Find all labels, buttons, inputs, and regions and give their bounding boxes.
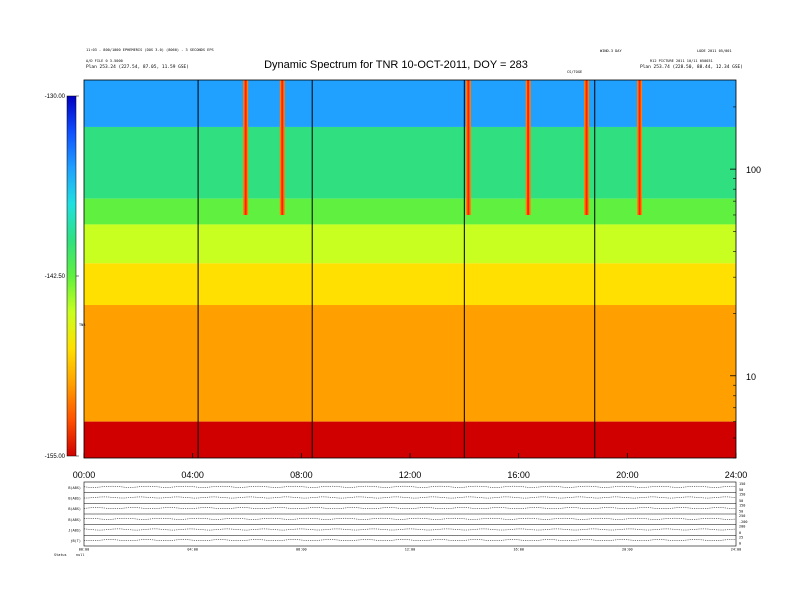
radio-burst-core [281, 80, 284, 215]
colorbar-tick-label: -130.00 [45, 94, 66, 100]
panel-x-tick-label: 00:00 [79, 548, 90, 552]
panel-right-tick: 0 [739, 531, 741, 535]
header-left-line1: 11:03 - 800/1000 EPHEMERIS (DOS 3.0) (80… [86, 48, 214, 52]
panel-right-tick: -200 [739, 520, 747, 524]
burst-marker-label: CS/TOGE [567, 70, 583, 74]
panel-x-tick-label: 04:00 [187, 548, 198, 552]
header-right-line2: LODE 2011 05/001 [697, 49, 732, 53]
panel-trace [83, 539, 737, 541]
footer-status-label: Status [54, 553, 67, 557]
data-gaps [197, 80, 596, 458]
radio-burst-core [527, 80, 530, 215]
spectrum-band [84, 126, 736, 199]
panel-x-tick-label: 16:00 [513, 548, 524, 552]
x-tick-label: 24:00 [725, 470, 748, 480]
x-tick-label: 20:00 [616, 470, 639, 480]
spectrum-band [84, 80, 736, 127]
panel-trace [83, 507, 737, 509]
radio-burst-core [585, 80, 588, 215]
panel-trace [83, 485, 737, 488]
header-left-line3: Plan 253.24 (227.54, 87.05, 11.59 GSE) [86, 65, 189, 70]
x-tick-label: 12:00 [399, 470, 422, 480]
panel-label: B(ABS) [68, 507, 81, 511]
spectrum-band [84, 198, 736, 225]
panel-x-tick-label: 20:00 [622, 548, 633, 552]
radio-burst-core [244, 80, 247, 215]
panel-trace [83, 528, 737, 531]
y-axis-ticks: 100 10 [730, 106, 761, 459]
x-tick-label: 16:00 [507, 470, 530, 480]
y-tick-label: 100 [746, 165, 761, 175]
radio-burst-core [638, 80, 641, 215]
x-tick-label: 00:00 [73, 470, 96, 480]
panel-right-tick: 25 [739, 535, 743, 539]
panel-trace [83, 517, 737, 520]
panel-label: J(ABS) [68, 529, 81, 533]
header-right-line4: Plan 253.74 (228.50, 88.44, 12.34 GSE) [640, 65, 743, 70]
colorbar-ticks: -130.00 -142.50 -155.00 [45, 94, 79, 460]
panel-right-tick: 150 [739, 503, 745, 507]
panel-label: B(ABS) [68, 518, 81, 522]
colorbar [66, 95, 77, 457]
radio-burst-core [467, 80, 470, 215]
footer-status-value: null [76, 553, 84, 557]
panel-right-tick: 0 [739, 542, 741, 546]
panel-right-tick: 50 [739, 488, 743, 492]
panel-x-tick-label: 12:00 [405, 548, 416, 552]
radio-bursts [243, 80, 643, 215]
panel-x-tick-label: 24:00 [731, 548, 742, 552]
panel-x-tick-label: 08:00 [296, 548, 307, 552]
x-tick-label: 04:00 [181, 470, 204, 480]
header-right-line3: R12 PICTURE 2011 10/11 050031 [650, 59, 713, 63]
panel-right-tick: 150 [739, 493, 745, 497]
panel-right-tick: 50 [739, 499, 743, 503]
spectrum-band [84, 224, 736, 264]
panel-trace [84, 496, 737, 499]
spectrum-bands [84, 80, 736, 458]
x-axis-ticks: 00:00 04:00 08:00 12:00 16:00 20:00 24:00 [73, 453, 748, 480]
panel-label: B(ABS) [68, 497, 81, 501]
y-tick-label: 10 [746, 372, 756, 382]
panel-right-tick: 50 [739, 510, 743, 514]
panel-label: B(ABS) [68, 486, 81, 490]
header-left-line2: A/D FILE 0 3.5000 [86, 59, 123, 63]
panel-right-tick: 150 [739, 482, 745, 486]
header-right-line1: WIND-3 DAY [600, 49, 622, 53]
x-tick-label: 08:00 [290, 470, 313, 480]
parameter-panels: B(ABS)15050B(ABS)15050B(ABS)15050B(ABS)2… [68, 481, 747, 552]
colorbar-label: TNR [79, 323, 86, 327]
panel-right-tick: 200 [739, 525, 745, 529]
panel-label: jB(T) [70, 539, 81, 543]
chart-title: Dynamic Spectrum for TNR 10-OCT-2011, DO… [264, 59, 528, 71]
spectrum-band [84, 421, 736, 458]
colorbar-tick-label: -142.50 [45, 274, 66, 280]
colorbar-tick-label: -155.00 [45, 454, 66, 460]
spectrum-band [84, 263, 736, 306]
spectrum-band [84, 305, 736, 422]
panel-right-tick: 250 [739, 514, 745, 518]
